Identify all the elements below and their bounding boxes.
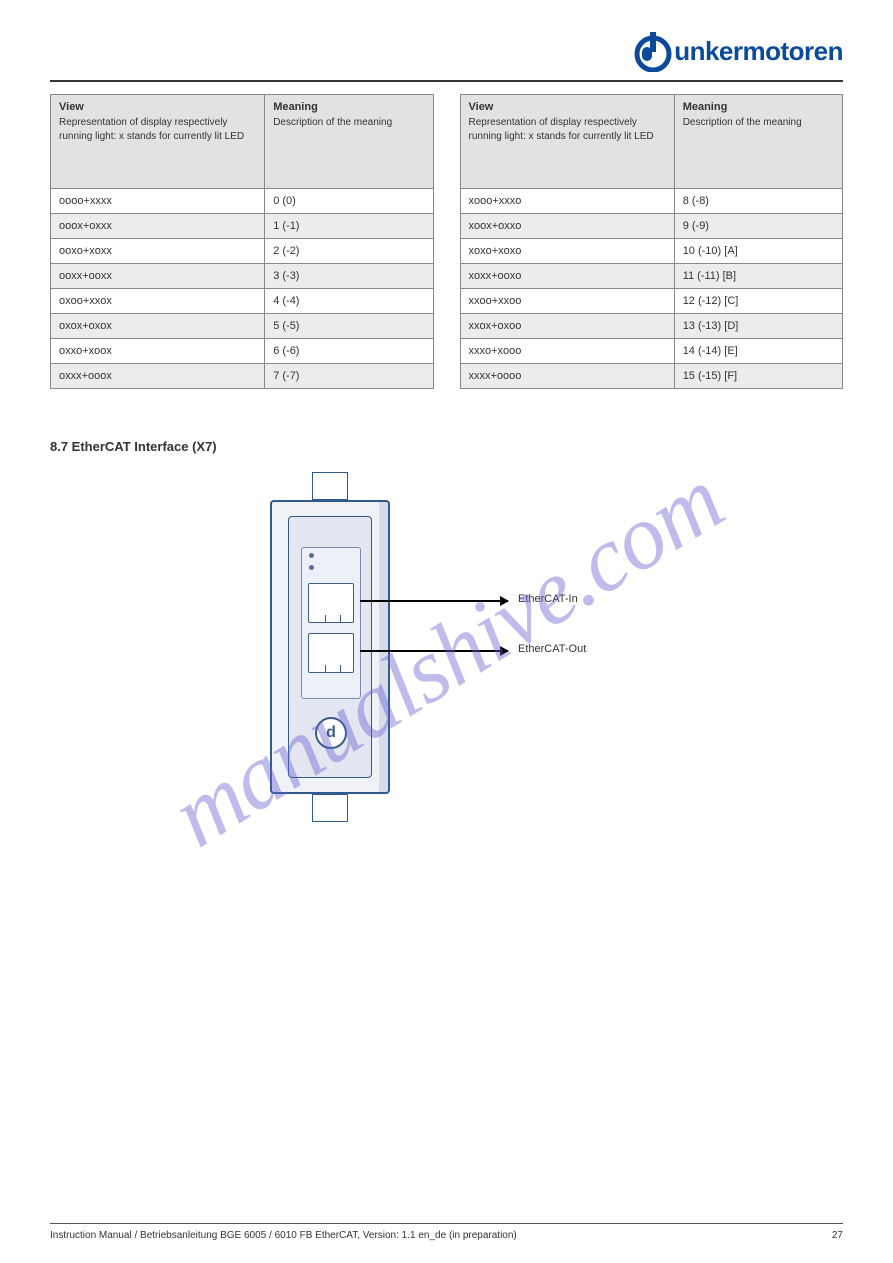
- table-header-meaning: Meaning Description of the meaning: [674, 95, 842, 189]
- logo-icon: [630, 30, 672, 72]
- device-top-clip: [312, 472, 348, 500]
- cell-view: ooox+oxxx: [51, 214, 265, 239]
- device-outline: d: [260, 472, 400, 822]
- cell-view: oxxo+xoox: [51, 339, 265, 364]
- table-row: ooxx+ooxx3 (-3): [51, 264, 434, 289]
- logo-text: unkermotoren: [674, 36, 843, 67]
- ethercat-out-port-icon: [308, 633, 354, 673]
- device-front-panel: d: [288, 516, 372, 778]
- table-row: ooox+oxxx1 (-1): [51, 214, 434, 239]
- cell-view: xooo+xxxo: [460, 189, 674, 214]
- table-row: xxox+oxoo13 (-13) [D]: [460, 314, 843, 339]
- table-row: xoox+oxxo9 (-9): [460, 214, 843, 239]
- tables-container: View Representation of display respectiv…: [50, 94, 843, 389]
- footer-left-text: Instruction Manual / Betriebsanleitung B…: [50, 1230, 517, 1241]
- table-row: oxoo+xxox4 (-4): [51, 289, 434, 314]
- footer-page-number: 27: [832, 1230, 843, 1241]
- label-ethercat-out: EtherCAT-Out: [518, 643, 586, 655]
- cell-meaning: 1 (-1): [265, 214, 433, 239]
- cell-meaning: 11 (-11) [B]: [674, 264, 842, 289]
- page-header: unkermotoren: [50, 30, 843, 82]
- cell-view: ooxo+xoxx: [51, 239, 265, 264]
- table-row: xoxx+ooxo11 (-11) [B]: [460, 264, 843, 289]
- lookup-table-right: View Representation of display respectiv…: [460, 94, 844, 389]
- arrow-ethercat-in: [360, 600, 508, 602]
- table-row: ooxo+xoxx2 (-2): [51, 239, 434, 264]
- cell-meaning: 15 (-15) [F]: [674, 364, 842, 389]
- cell-meaning: 3 (-3): [265, 264, 433, 289]
- cell-meaning: 7 (-7): [265, 364, 433, 389]
- device-diagram: d EtherCAT-In EtherCAT-Out: [260, 472, 680, 852]
- page-footer: Instruction Manual / Betriebsanleitung B…: [50, 1223, 843, 1241]
- cell-view: xxxx+oooo: [460, 364, 674, 389]
- cell-meaning: 0 (0): [265, 189, 433, 214]
- cell-view: xxoo+xxoo: [460, 289, 674, 314]
- cell-meaning: 8 (-8): [674, 189, 842, 214]
- table-row: oxox+oxox5 (-5): [51, 314, 434, 339]
- cell-view: oxox+oxox: [51, 314, 265, 339]
- table-header-meaning: Meaning Description of the meaning: [265, 95, 433, 189]
- cell-view: xxox+oxoo: [460, 314, 674, 339]
- cell-meaning: 12 (-12) [C]: [674, 289, 842, 314]
- table-row: xxxo+xooo14 (-14) [E]: [460, 339, 843, 364]
- table-row: xoxo+xoxo10 (-10) [A]: [460, 239, 843, 264]
- table-row: oxxo+xoox6 (-6): [51, 339, 434, 364]
- table-header-view: View Representation of display respectiv…: [51, 95, 265, 189]
- section-heading: 8.7 EtherCAT Interface (X7): [50, 439, 843, 454]
- table-row: xxoo+xxoo12 (-12) [C]: [460, 289, 843, 314]
- cell-meaning: 10 (-10) [A]: [674, 239, 842, 264]
- status-led-icon: [309, 565, 314, 570]
- brand-mark-icon: d: [315, 717, 347, 749]
- table-row: xooo+xxxo8 (-8): [460, 189, 843, 214]
- lookup-table-left: View Representation of display respectiv…: [50, 94, 434, 389]
- cell-meaning: 13 (-13) [D]: [674, 314, 842, 339]
- cell-view: oxoo+xxox: [51, 289, 265, 314]
- device-bottom-clip: [312, 794, 348, 822]
- arrow-ethercat-out: [360, 650, 508, 652]
- table-row: xxxx+oooo15 (-15) [F]: [460, 364, 843, 389]
- cell-meaning: 9 (-9): [674, 214, 842, 239]
- cell-meaning: 6 (-6): [265, 339, 433, 364]
- table-row: oxxx+ooox7 (-7): [51, 364, 434, 389]
- status-led-icon: [309, 553, 314, 558]
- cell-view: oxxx+ooox: [51, 364, 265, 389]
- cell-view: xxxo+xooo: [460, 339, 674, 364]
- cell-view: xoxo+xoxo: [460, 239, 674, 264]
- table-row: oooo+xxxx0 (0): [51, 189, 434, 214]
- cell-view: xoox+oxxo: [460, 214, 674, 239]
- ethercat-in-port-icon: [308, 583, 354, 623]
- cell-meaning: 4 (-4): [265, 289, 433, 314]
- brand-logo: unkermotoren: [630, 30, 843, 72]
- cell-meaning: 14 (-14) [E]: [674, 339, 842, 364]
- cell-view: xoxx+ooxo: [460, 264, 674, 289]
- cell-meaning: 2 (-2): [265, 239, 433, 264]
- table-header-view: View Representation of display respectiv…: [460, 95, 674, 189]
- cell-view: oooo+xxxx: [51, 189, 265, 214]
- cell-meaning: 5 (-5): [265, 314, 433, 339]
- label-ethercat-in: EtherCAT-In: [518, 593, 578, 605]
- cell-view: ooxx+ooxx: [51, 264, 265, 289]
